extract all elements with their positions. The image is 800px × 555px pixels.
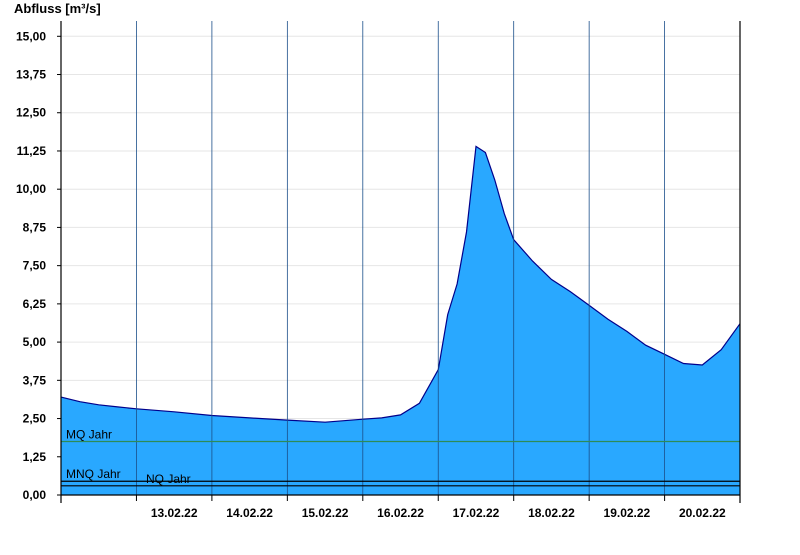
y-tick-label: 1,25 xyxy=(23,450,47,464)
y-tick-label: 2,50 xyxy=(23,412,47,426)
x-tick-label: 15.02.22 xyxy=(302,506,349,520)
x-tick-label: 13.02.22 xyxy=(151,506,198,520)
y-tick-label: 13,75 xyxy=(16,68,46,82)
reference-label: NQ Jahr xyxy=(146,472,191,486)
y-tick-label: 11,25 xyxy=(17,144,47,158)
y-tick-label: 7,50 xyxy=(23,259,47,273)
y-tick-label: 8,75 xyxy=(23,220,47,234)
x-tick-label: 20.02.22 xyxy=(679,506,726,520)
series-line xyxy=(60,145,741,423)
y-tick-label: 12,50 xyxy=(16,106,46,120)
y-tick-label: 3,75 xyxy=(23,373,47,387)
reference-label: MNQ Jahr xyxy=(66,467,121,481)
series-fill xyxy=(61,146,740,495)
y-tick-label: 0,00 xyxy=(23,488,47,502)
y-axis-label: Abfluss [m³/s] xyxy=(14,1,101,16)
x-tick-label: 16.02.22 xyxy=(377,506,424,520)
reference-label: MQ Jahr xyxy=(66,427,112,441)
reference-lines: MQ Jahr MNQ Jahr NQ Jahr xyxy=(61,427,740,487)
y-tick-label: 5,00 xyxy=(23,335,47,349)
axes: 0,00 1,25 2,50 3,75 5,00 6,25 7,50 8,75 10,00 11,… xyxy=(16,21,741,520)
x-tick-label: 19.02.22 xyxy=(604,506,651,520)
x-tick-label: 17.02.22 xyxy=(453,506,500,520)
x-tick-label: 14.02.22 xyxy=(226,506,273,520)
series-area xyxy=(60,145,741,495)
y-tick-label: 15,00 xyxy=(16,29,46,43)
y-tick-label: 6,25 xyxy=(23,297,47,311)
y-tick-label: 10,00 xyxy=(16,182,46,196)
x-tick-label: 18.02.22 xyxy=(528,506,575,520)
